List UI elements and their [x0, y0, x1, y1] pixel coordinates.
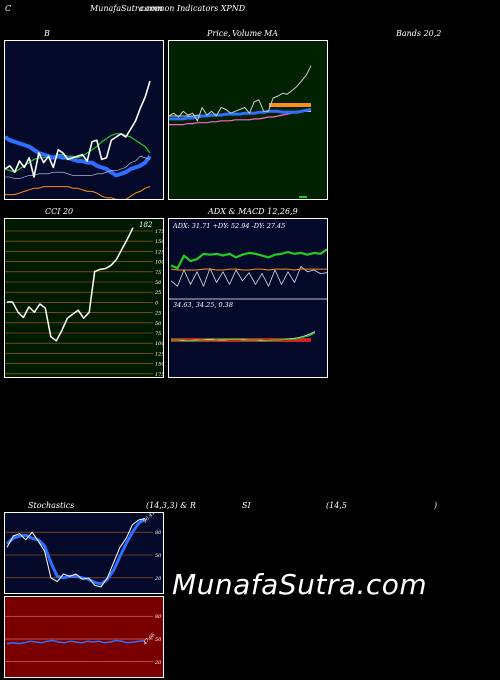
macd-line	[171, 331, 316, 342]
ma-pink	[169, 110, 311, 126]
cci-tick-label: 125	[155, 249, 164, 255]
watermark: MunafaSutra.com	[172, 568, 428, 601]
stoch-tick-label: 50	[155, 553, 162, 559]
stoch-params-label: (14,3,3) & R	[146, 501, 196, 510]
stochastics-chart: 80 50 20 96.41	[5, 513, 162, 588]
macd-values-text: 34.63, 34.25, 0.38	[173, 301, 233, 309]
cci-label: CCI 20	[45, 207, 74, 216]
bb-upper-band	[5, 133, 151, 173]
adx-macd-chart: ADX: 31.71 +DY: 52.94 -DY: 27.45 34.63, 3…	[169, 222, 327, 342]
cci-value-label: 182	[139, 221, 153, 229]
adx-macd-label: ADX & MACD 12,26,9	[208, 207, 298, 216]
cci-tick-label: 125	[155, 351, 164, 357]
bb-middle-thin	[5, 155, 151, 179]
cci-tick-label: 75	[155, 331, 161, 337]
stoch-tick-label: 20	[154, 576, 162, 582]
header-subtitle: common Indicators XPND	[140, 4, 246, 13]
ma-blue	[169, 107, 312, 121]
rsi-panel: 80 50 20 47.66	[4, 596, 164, 678]
cci-tick-label: 150	[155, 239, 164, 245]
stoch-value-label: 96.41	[142, 513, 156, 524]
volume-label: Volume	[232, 29, 262, 38]
bollinger-chart	[5, 80, 152, 199]
bollinger-panel	[4, 40, 164, 200]
rsi-tick-label: 20	[154, 660, 162, 666]
bb-middle-band	[5, 135, 152, 178]
stoch-k-line	[6, 518, 146, 588]
cci-panel: 175 150 125 100 75 50 25 0 25 50 75 100 125 150 175 182	[4, 218, 164, 378]
price-ma-chart	[169, 65, 312, 198]
price-ma-panel	[168, 40, 328, 200]
price-line	[169, 65, 312, 122]
rsi-tick-label: 80	[155, 614, 162, 620]
cci-tick-label: 150	[155, 362, 164, 368]
volume-bar	[299, 196, 307, 198]
stochastics-panel: 80 50 20 96.41	[4, 512, 164, 594]
rsi-label: SI	[242, 501, 251, 510]
header-title: MunafaSutra.com	[90, 4, 163, 13]
rsi-params-label: (14,5	[326, 501, 347, 510]
ma-orange-band	[269, 103, 311, 107]
cci-tick-label: 75	[155, 270, 161, 276]
cci-tick-label: 175	[155, 229, 164, 235]
rsi-close-label: )	[434, 501, 438, 510]
adx-values-text: ADX: 31.71 +DY: 52.94 -DY: 27.45	[172, 222, 285, 230]
price-label: Price,	[207, 29, 231, 38]
adx-macd-panel: ADX: 31.71 +DY: 52.94 -DY: 27.45 34.63, 3…	[168, 218, 328, 378]
stoch-d-line	[6, 518, 146, 586]
cci-tick-label: 25	[154, 311, 161, 317]
stoch-label: Stochastics	[28, 501, 75, 510]
cci-tick-label: 0	[155, 300, 159, 306]
adx-line	[170, 268, 327, 271]
cci-tick-label: 50	[155, 280, 162, 286]
ma-label: MA	[264, 29, 278, 38]
bb-price-line	[5, 80, 151, 178]
cci-tick-label: 50	[155, 321, 162, 327]
header-c: C	[5, 4, 12, 13]
cci-line	[7, 227, 134, 342]
cci-tick-label: 25	[154, 290, 161, 296]
cci-tick-label: 175	[155, 372, 164, 378]
adx-plus-dy	[170, 248, 327, 270]
bb-lower-band	[5, 186, 151, 199]
cci-tick-label: 100	[155, 260, 164, 266]
adx-minus-dy	[170, 266, 327, 287]
bb-label: B	[44, 29, 50, 38]
rsi-tick-label: 50	[155, 637, 162, 643]
bands-label: Bands 20,2	[396, 29, 442, 38]
rsi-line	[6, 639, 146, 645]
macd-signal-line	[171, 332, 316, 342]
cci-tick-label: 100	[155, 341, 164, 347]
stoch-tick-label: 80	[155, 530, 162, 536]
